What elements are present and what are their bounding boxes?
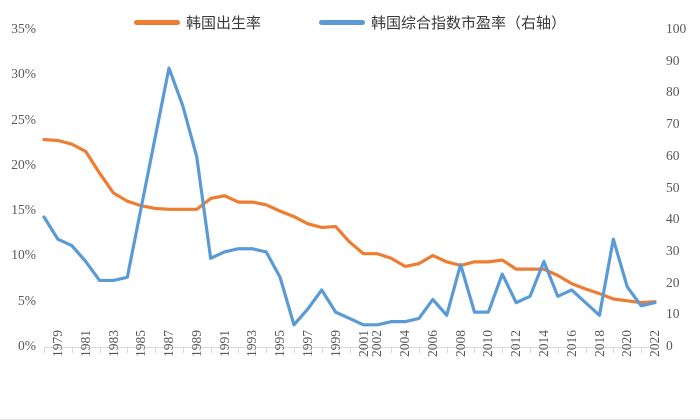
series-line-birth-rate (42, 137, 657, 305)
y-axis-right-label: 60 (666, 147, 680, 163)
x-axis-label: 1981 (77, 330, 93, 357)
y-axis-right-label: 30 (666, 242, 680, 258)
y-axis-left-label: 5% (18, 292, 36, 308)
x-axis-label: 1999 (327, 330, 343, 357)
x-axis-label: 1983 (105, 330, 121, 357)
x-axis-label: 1985 (133, 330, 149, 357)
series-line-kospi-pe (42, 66, 657, 327)
y-axis-right-label: 70 (666, 116, 680, 132)
y-axis-left-label: 0% (18, 338, 36, 353)
y-axis-right-label: 0 (666, 338, 673, 353)
x-axis-label: 1995 (272, 330, 288, 357)
x-axis-label: 2020 (619, 330, 635, 357)
x-axis-label: 2022 (647, 330, 663, 357)
x-axis-label: 2014 (536, 330, 552, 357)
x-axis-label: 2010 (480, 330, 496, 357)
x-axis-label: 2006 (424, 330, 440, 357)
x-axis-label: 1997 (299, 330, 315, 357)
x-axis-label: 2016 (563, 330, 579, 357)
data-series (42, 66, 657, 327)
x-axis-label: 2018 (591, 330, 607, 357)
y-axis-left-label: 20% (11, 156, 36, 172)
y-axis-left-label: 10% (11, 247, 36, 263)
x-axis-label: 1993 (244, 330, 260, 357)
x-axis-label: 2004 (397, 330, 413, 357)
y-axis-left-label: 30% (11, 66, 36, 82)
x-axis-label: 2012 (508, 330, 524, 357)
y-axis-right-label: 80 (666, 84, 680, 100)
y-axis-right-label: 40 (666, 211, 680, 227)
x-axis-label: 2002 (369, 330, 385, 357)
y-axis-right-label: 90 (666, 52, 680, 68)
x-axis-label: 1989 (188, 330, 204, 357)
y-axis-right-label: 20 (666, 274, 680, 290)
y-axis-right-label: 10 (666, 306, 680, 322)
y-axis-left-label: 15% (11, 202, 36, 218)
x-axis-label: 1979 (50, 330, 65, 357)
y-axis-right-label: 50 (666, 179, 680, 195)
y-axis-left-label: 35% (11, 21, 36, 36)
y-axis-left-label: 25% (11, 111, 36, 127)
x-axis-label: 2008 (452, 330, 468, 357)
x-axis-label: 1987 (161, 330, 177, 357)
y-axis-right-label: 100 (666, 21, 687, 36)
axis-lines (44, 347, 655, 353)
x-axis-label: 1991 (216, 330, 232, 357)
